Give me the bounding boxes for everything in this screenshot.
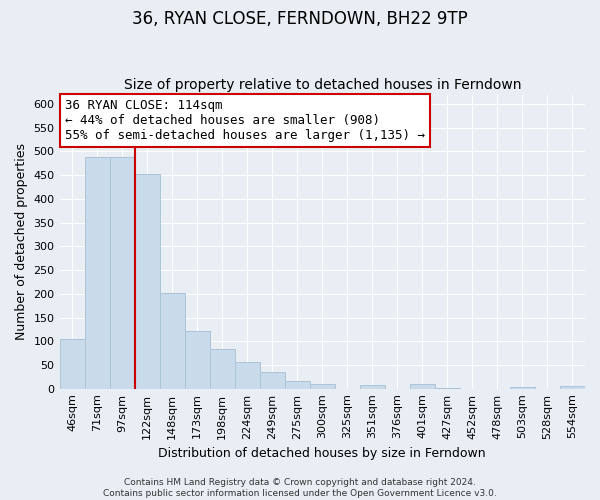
Text: Contains HM Land Registry data © Crown copyright and database right 2024.
Contai: Contains HM Land Registry data © Crown c… [103, 478, 497, 498]
Title: Size of property relative to detached houses in Ferndown: Size of property relative to detached ho… [124, 78, 521, 92]
Bar [59, 339, 85, 388]
Bar [85, 157, 110, 388]
Bar [110, 157, 134, 388]
Text: 36, RYAN CLOSE, FERNDOWN, BH22 9TP: 36, RYAN CLOSE, FERNDOWN, BH22 9TP [132, 10, 468, 28]
Bar [209, 350, 235, 389]
Bar [410, 384, 435, 388]
Text: 36 RYAN CLOSE: 114sqm
← 44% of detached houses are smaller (908)
55% of semi-det: 36 RYAN CLOSE: 114sqm ← 44% of detached … [65, 99, 425, 142]
Bar [134, 174, 160, 388]
Bar [560, 386, 585, 388]
Bar [260, 372, 285, 388]
Bar [185, 331, 209, 388]
Bar [310, 384, 335, 388]
Bar [285, 381, 310, 388]
Bar [235, 362, 260, 388]
X-axis label: Distribution of detached houses by size in Ferndown: Distribution of detached houses by size … [158, 447, 486, 460]
Bar [360, 385, 385, 388]
Y-axis label: Number of detached properties: Number of detached properties [15, 143, 28, 340]
Bar [160, 293, 185, 388]
